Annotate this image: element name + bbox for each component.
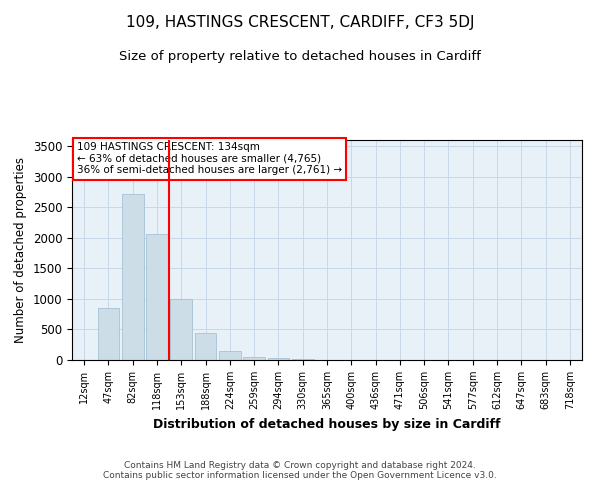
Text: 109 HASTINGS CRESCENT: 134sqm
← 63% of detached houses are smaller (4,765)
36% o: 109 HASTINGS CRESCENT: 134sqm ← 63% of d… [77, 142, 342, 176]
Text: Contains HM Land Registry data © Crown copyright and database right 2024.
Contai: Contains HM Land Registry data © Crown c… [103, 460, 497, 480]
Text: 109, HASTINGS CRESCENT, CARDIFF, CF3 5DJ: 109, HASTINGS CRESCENT, CARDIFF, CF3 5DJ [126, 15, 474, 30]
Bar [243, 357, 265, 360]
Text: Size of property relative to detached houses in Cardiff: Size of property relative to detached ho… [119, 50, 481, 63]
X-axis label: Distribution of detached houses by size in Cardiff: Distribution of detached houses by size … [153, 418, 501, 430]
Bar [268, 358, 289, 360]
Y-axis label: Number of detached properties: Number of detached properties [14, 157, 27, 343]
Bar [170, 299, 192, 360]
Bar [194, 332, 217, 360]
Bar [146, 234, 168, 360]
Bar [219, 352, 241, 360]
Bar [122, 194, 143, 360]
Bar [97, 308, 119, 360]
